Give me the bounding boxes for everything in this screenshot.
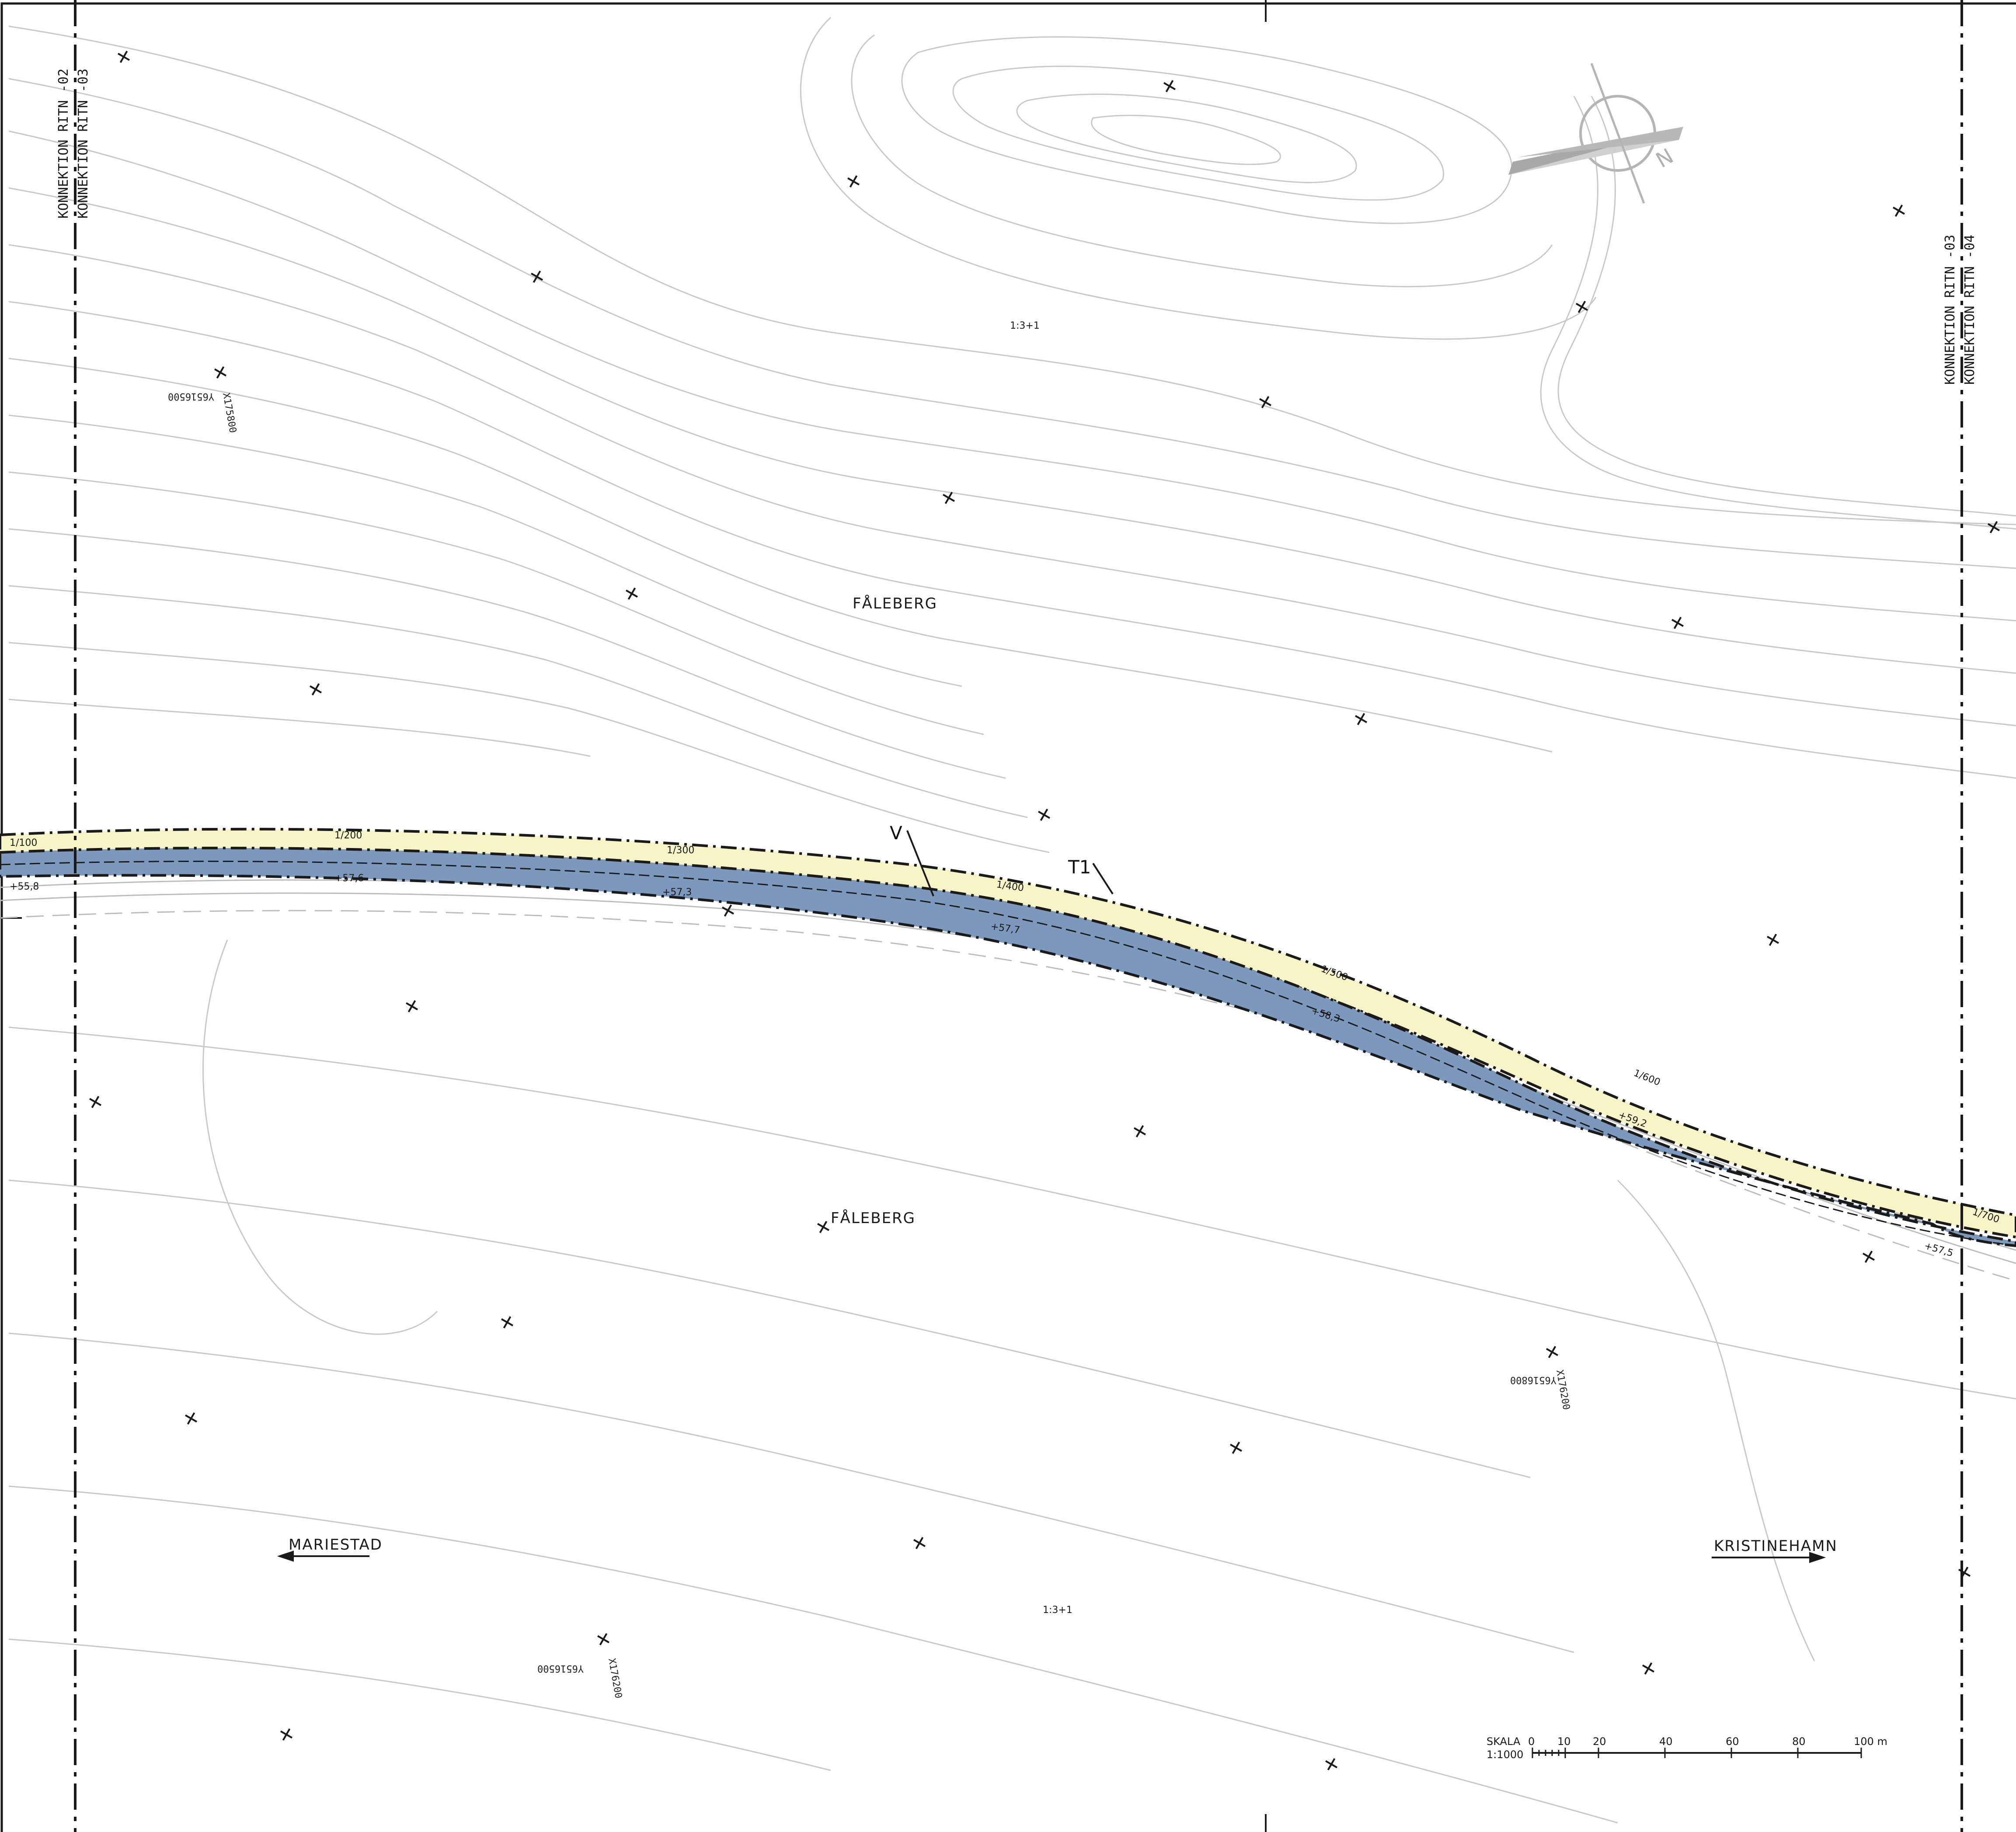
direction-label-right: KRISTINEHAMN — [1714, 1537, 1838, 1555]
scale-bar: SKALA 1:1000 0 10 20 40 60 80 100 m — [1487, 1735, 1887, 1761]
coord-y: Y6516500 — [537, 1663, 584, 1674]
chainage-label: 1/200 — [334, 830, 362, 841]
match-label-left-a: KONNEKTION RITN -02 — [56, 69, 71, 219]
leader-t1 — [1092, 862, 1114, 895]
direction-kristinehamn: KRISTINEHAMN — [1712, 1537, 1838, 1563]
slope-note-upper: 1:3+1 — [1010, 320, 1040, 331]
road-centerline — [0, 860, 2016, 1247]
scale-tick-label: 20 — [1593, 1735, 1606, 1748]
coord-y: Y6516500 — [168, 391, 214, 402]
north-arrow-label: N — [1652, 144, 1678, 173]
arrow-left-icon — [277, 1550, 369, 1562]
scale-tick-label: 10 — [1557, 1735, 1571, 1748]
contour-lines — [8, 17, 2016, 1824]
scale-ratio: 1:1000 — [1487, 1749, 1523, 1761]
place-name-south: FÅLEBERG — [831, 1209, 916, 1227]
chainage-labels: 1/100 1/200 1/300 1/400 1/500 1/600 1/70… — [10, 830, 2001, 1225]
chainage-label: 1/100 — [10, 838, 37, 848]
elevation-label: +57,6 — [334, 873, 364, 884]
coord-y: Y6516800 — [1510, 1374, 1556, 1385]
scale-tick-label: 0 — [1528, 1735, 1535, 1748]
match-label-right-a: KONNEKTION RITN -03 — [1943, 235, 1958, 385]
scale-tick-label: 80 — [1792, 1735, 1806, 1748]
match-label-right-b: KONNEKTION RITN -04 — [1962, 235, 1978, 385]
road-label-t1: T1 — [1068, 856, 1091, 878]
scale-tick-label: 40 — [1659, 1735, 1673, 1748]
elevation-label: +55,8 — [10, 881, 39, 892]
coord-x: X176200 — [1554, 1369, 1572, 1411]
direction-label-left: MARIESTAD — [289, 1536, 383, 1554]
elevation-label: +57,3 — [662, 887, 692, 898]
place-name-north: FÅLEBERG — [853, 594, 937, 612]
chainage-label: 1/600 — [1632, 1067, 1662, 1088]
north-arrow-icon: N — [1508, 63, 1683, 204]
scale-ticks — [1532, 1748, 1862, 1758]
grid-coordinate-2: Y6516800 X176200 — [1510, 1369, 1572, 1411]
slope-note-lower: 1:3+1 — [1043, 1605, 1072, 1616]
scale-tick-label: 100 m — [1854, 1735, 1887, 1748]
scale-tick-label: 60 — [1726, 1735, 1739, 1748]
chainage-label: 1/300 — [667, 845, 694, 856]
scale-title: SKALA — [1487, 1735, 1521, 1748]
direction-mariestad: MARIESTAD — [277, 1536, 383, 1562]
arrow-right-icon — [1712, 1552, 1826, 1563]
coord-x: X176200 — [606, 1658, 624, 1700]
grid-coordinate-1: Y6516500 X175800 — [168, 391, 238, 434]
coord-x: X175800 — [220, 392, 238, 434]
leader-v — [906, 830, 934, 897]
road-label-v: V — [890, 822, 902, 844]
road-surface — [0, 846, 2016, 1248]
grid-cross-icon — [89, 51, 2000, 1770]
grid-coordinate-3: Y6516500 X176200 — [537, 1658, 624, 1700]
match-label-left-b: KONNEKTION RITN -03 — [76, 69, 91, 219]
